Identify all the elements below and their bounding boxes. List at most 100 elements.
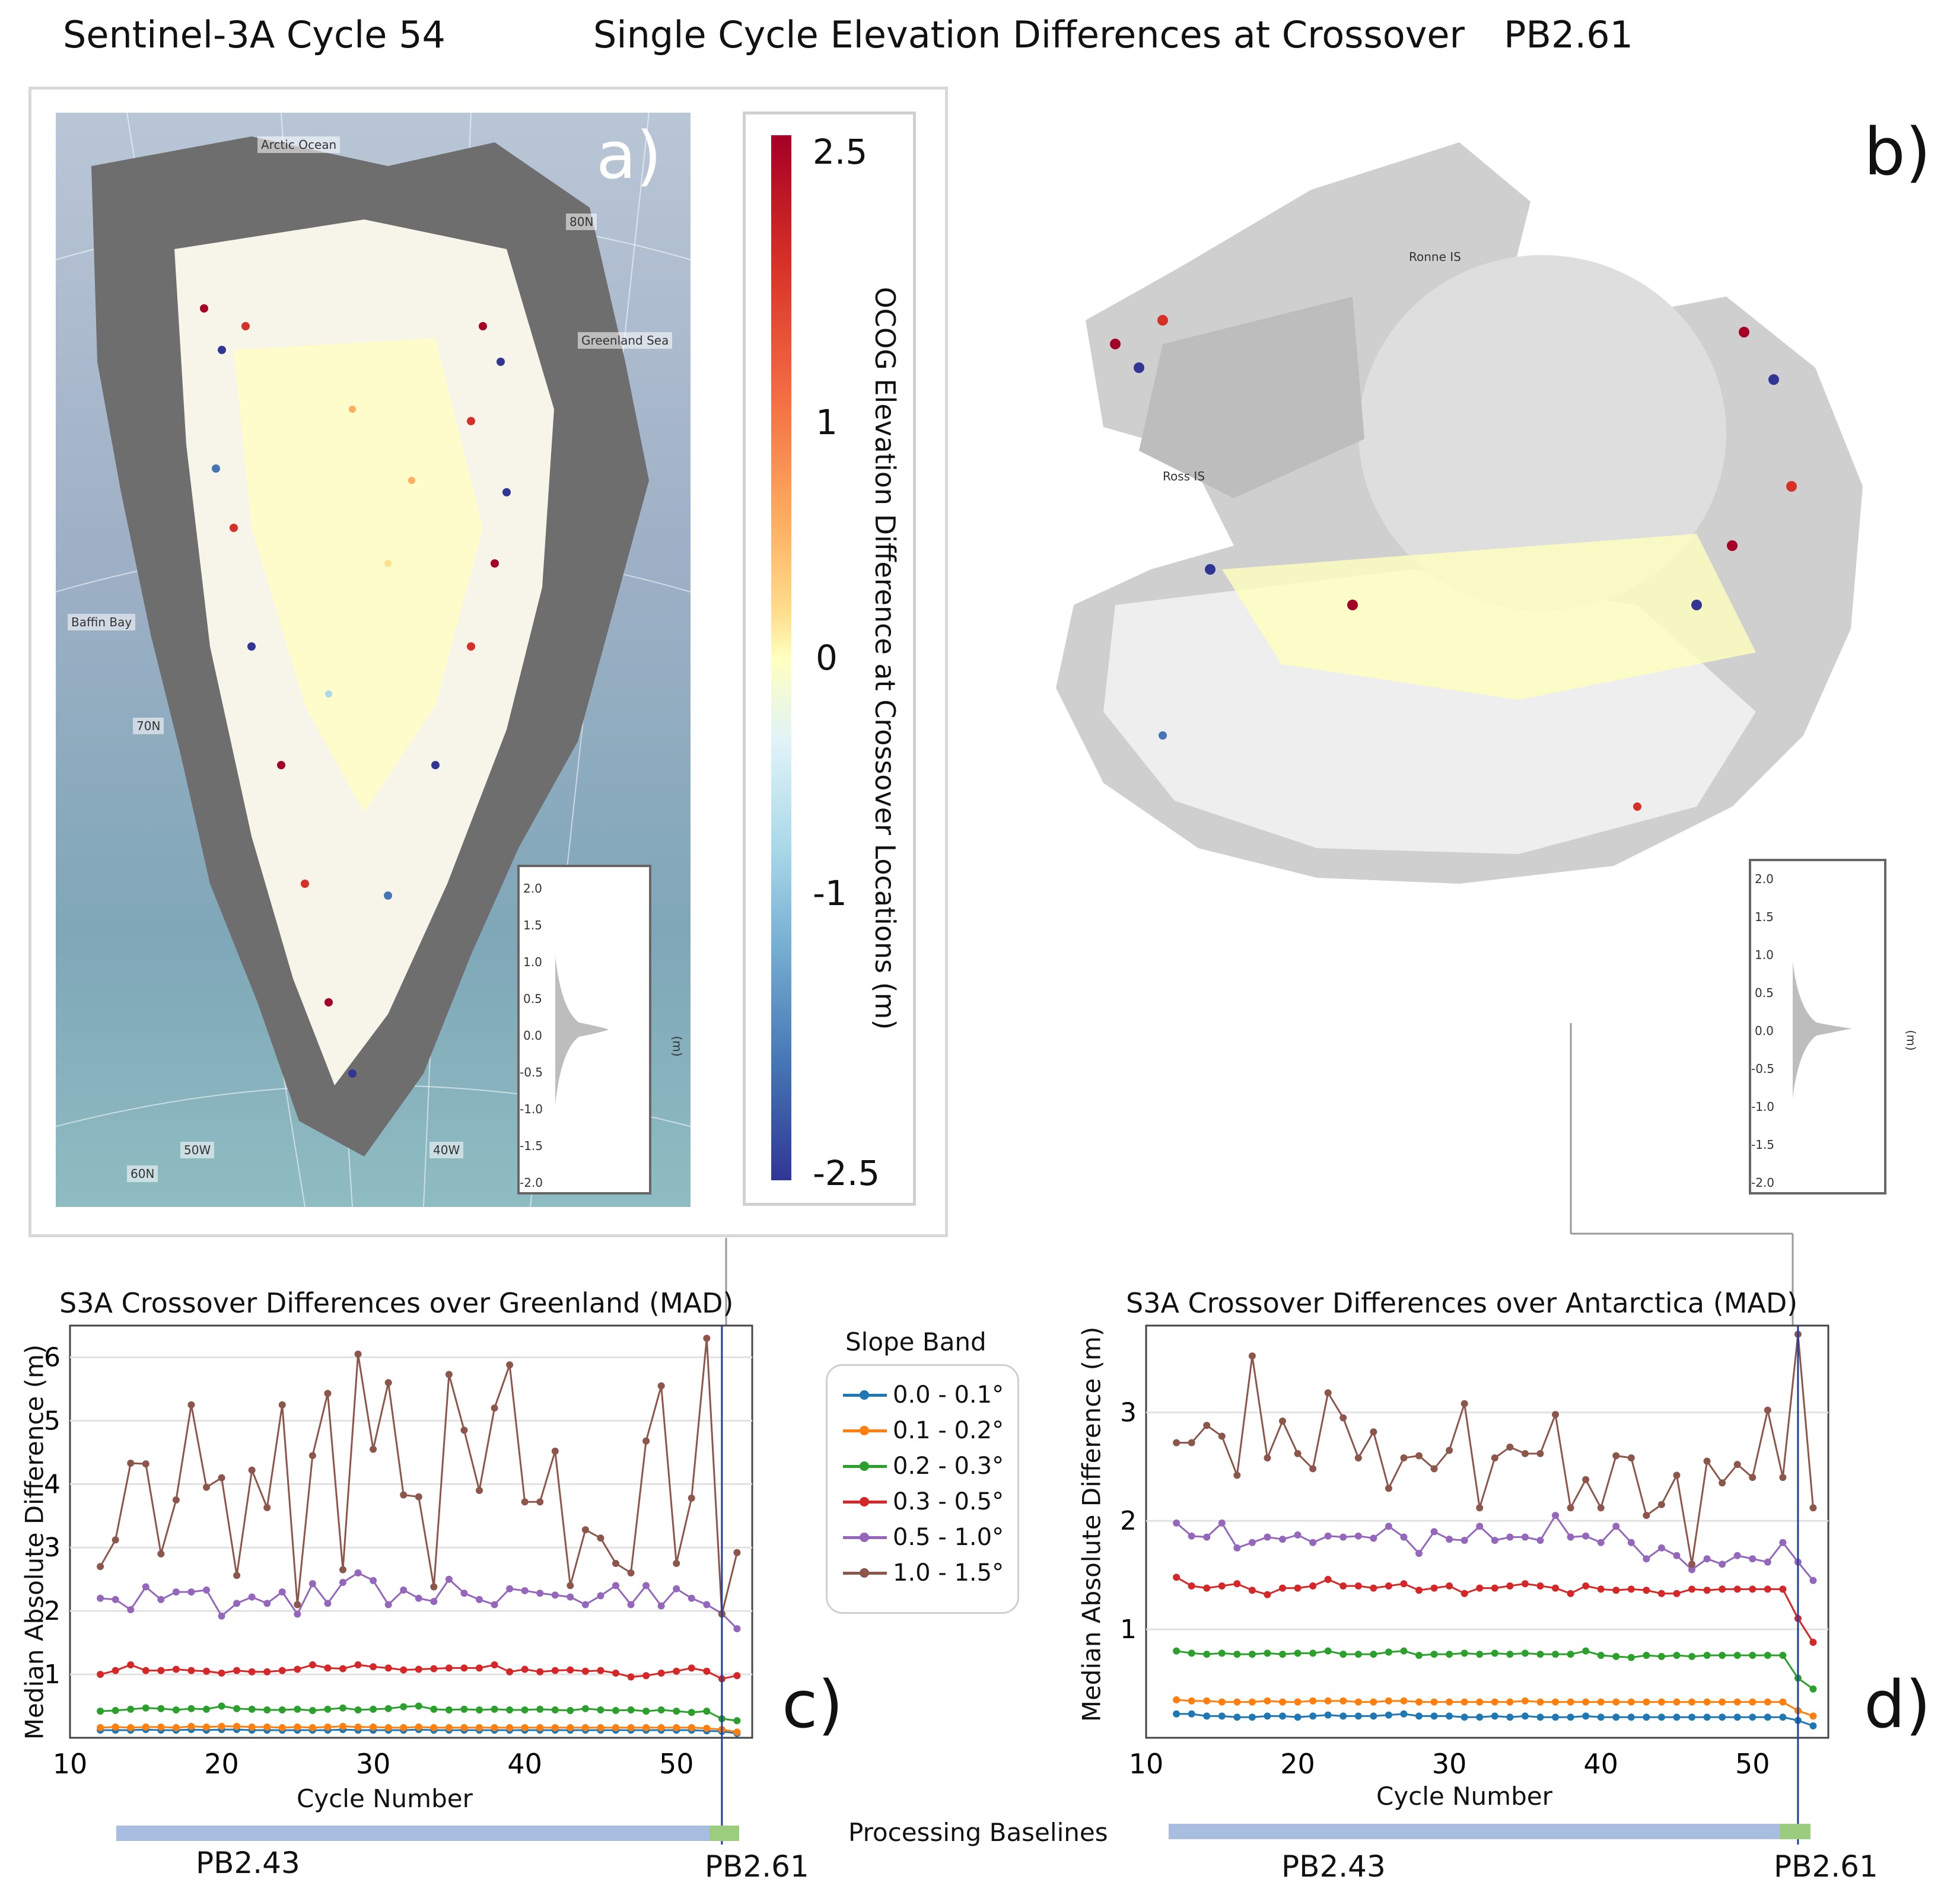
data-point xyxy=(1612,1522,1620,1530)
data-point xyxy=(1657,1501,1665,1508)
data-point xyxy=(1657,1590,1665,1597)
legend-swatch xyxy=(843,1453,887,1480)
data-point xyxy=(1657,1544,1665,1552)
data-point xyxy=(445,1724,453,1731)
data-point xyxy=(1279,1584,1286,1592)
data-point xyxy=(445,1664,453,1672)
data-point xyxy=(203,1723,210,1731)
data-point xyxy=(1203,1584,1211,1592)
data-point xyxy=(1764,1698,1771,1706)
data-point xyxy=(1567,1504,1574,1512)
data-point xyxy=(97,1563,104,1571)
data-point xyxy=(1173,1439,1181,1447)
data-point xyxy=(597,1667,604,1674)
data-point xyxy=(127,1661,135,1669)
data-point xyxy=(233,1705,241,1712)
legend-item: 0.2 - 0.3° xyxy=(843,1453,1004,1480)
data-point xyxy=(218,1669,225,1677)
data-point xyxy=(1264,1649,1271,1657)
legend-swatch xyxy=(843,1524,887,1551)
data-point xyxy=(415,1723,422,1731)
data-point xyxy=(294,1723,301,1731)
data-point xyxy=(127,1724,135,1731)
data-point xyxy=(460,1724,468,1731)
data-point xyxy=(1233,1471,1241,1479)
data-point xyxy=(1733,1713,1741,1721)
data-point xyxy=(1294,1450,1302,1457)
data-point xyxy=(172,1706,180,1713)
data-point xyxy=(1643,1555,1650,1563)
y-tick-label: 5 xyxy=(44,1406,61,1436)
data-point xyxy=(445,1575,453,1583)
data-point xyxy=(263,1504,271,1511)
data-point xyxy=(1612,1652,1620,1660)
y-tick-label: 2 xyxy=(44,1596,61,1626)
data-point xyxy=(1643,1587,1650,1594)
data-point xyxy=(384,1724,392,1731)
data-point xyxy=(1567,1533,1574,1541)
data-point xyxy=(97,1594,104,1602)
data-point xyxy=(1627,1585,1635,1593)
data-point xyxy=(370,1705,377,1713)
data-point xyxy=(627,1724,635,1731)
data-point xyxy=(1521,1580,1529,1588)
data-point xyxy=(1809,1685,1817,1693)
data-point xyxy=(688,1709,695,1716)
y-tick-label: 6 xyxy=(44,1342,61,1372)
data-point xyxy=(1643,1652,1650,1659)
data-point xyxy=(1218,1582,1226,1590)
x-tick-label: 50 xyxy=(1735,1748,1770,1780)
data-point xyxy=(324,1705,332,1713)
data-point xyxy=(1536,1651,1544,1658)
data-point xyxy=(627,1601,635,1608)
data-point xyxy=(1279,1536,1286,1543)
data-point xyxy=(1582,1712,1590,1720)
data-point xyxy=(308,1661,316,1669)
data-point xyxy=(1612,1452,1620,1460)
data-point xyxy=(1506,1582,1514,1590)
data-point xyxy=(400,1666,408,1674)
data-point xyxy=(1582,1698,1590,1706)
data-point xyxy=(430,1665,438,1673)
data-point xyxy=(1567,1698,1574,1706)
data-point xyxy=(612,1707,619,1715)
data-point xyxy=(581,1526,589,1534)
plot-area xyxy=(1145,1324,1829,1739)
data-point xyxy=(581,1724,589,1731)
data-point xyxy=(1612,1713,1620,1721)
data-point xyxy=(384,1601,392,1608)
data-point xyxy=(1461,1713,1468,1721)
data-point xyxy=(536,1705,544,1713)
label-70n: 70N xyxy=(133,718,164,734)
data-point xyxy=(1188,1532,1195,1540)
header-right: PB2.61 xyxy=(1504,13,1633,56)
data-point xyxy=(1536,1537,1544,1544)
data-point xyxy=(354,1350,362,1358)
legend-swatch xyxy=(843,1488,887,1515)
data-point xyxy=(567,1724,574,1731)
y-tick-label: 2 xyxy=(1120,1506,1137,1536)
data-point xyxy=(1173,1647,1181,1655)
data-point xyxy=(506,1706,514,1713)
data-point xyxy=(1294,1713,1302,1721)
data-point xyxy=(324,1390,332,1397)
data-point xyxy=(1400,1580,1408,1588)
legend-label: 0.5 - 1.0° xyxy=(893,1524,1004,1551)
data-point xyxy=(218,1722,225,1730)
data-point xyxy=(567,1666,574,1674)
data-point xyxy=(1688,1560,1695,1568)
data-point xyxy=(1218,1432,1226,1440)
data-point xyxy=(400,1703,408,1711)
data-point xyxy=(127,1460,135,1467)
data-point xyxy=(476,1664,483,1672)
data-point xyxy=(1446,1712,1453,1720)
data-point xyxy=(1446,1698,1453,1706)
panel-label-d: d) xyxy=(1864,1667,1931,1743)
histogram-greenland-bars xyxy=(555,956,609,1104)
data-point xyxy=(112,1723,119,1731)
data-point xyxy=(1188,1710,1195,1718)
chart-c-title: S3A Crossover Differences over Greenland… xyxy=(59,1287,734,1319)
data-point xyxy=(1627,1713,1635,1721)
data-point xyxy=(1400,1647,1408,1655)
data-point xyxy=(1749,1652,1757,1659)
